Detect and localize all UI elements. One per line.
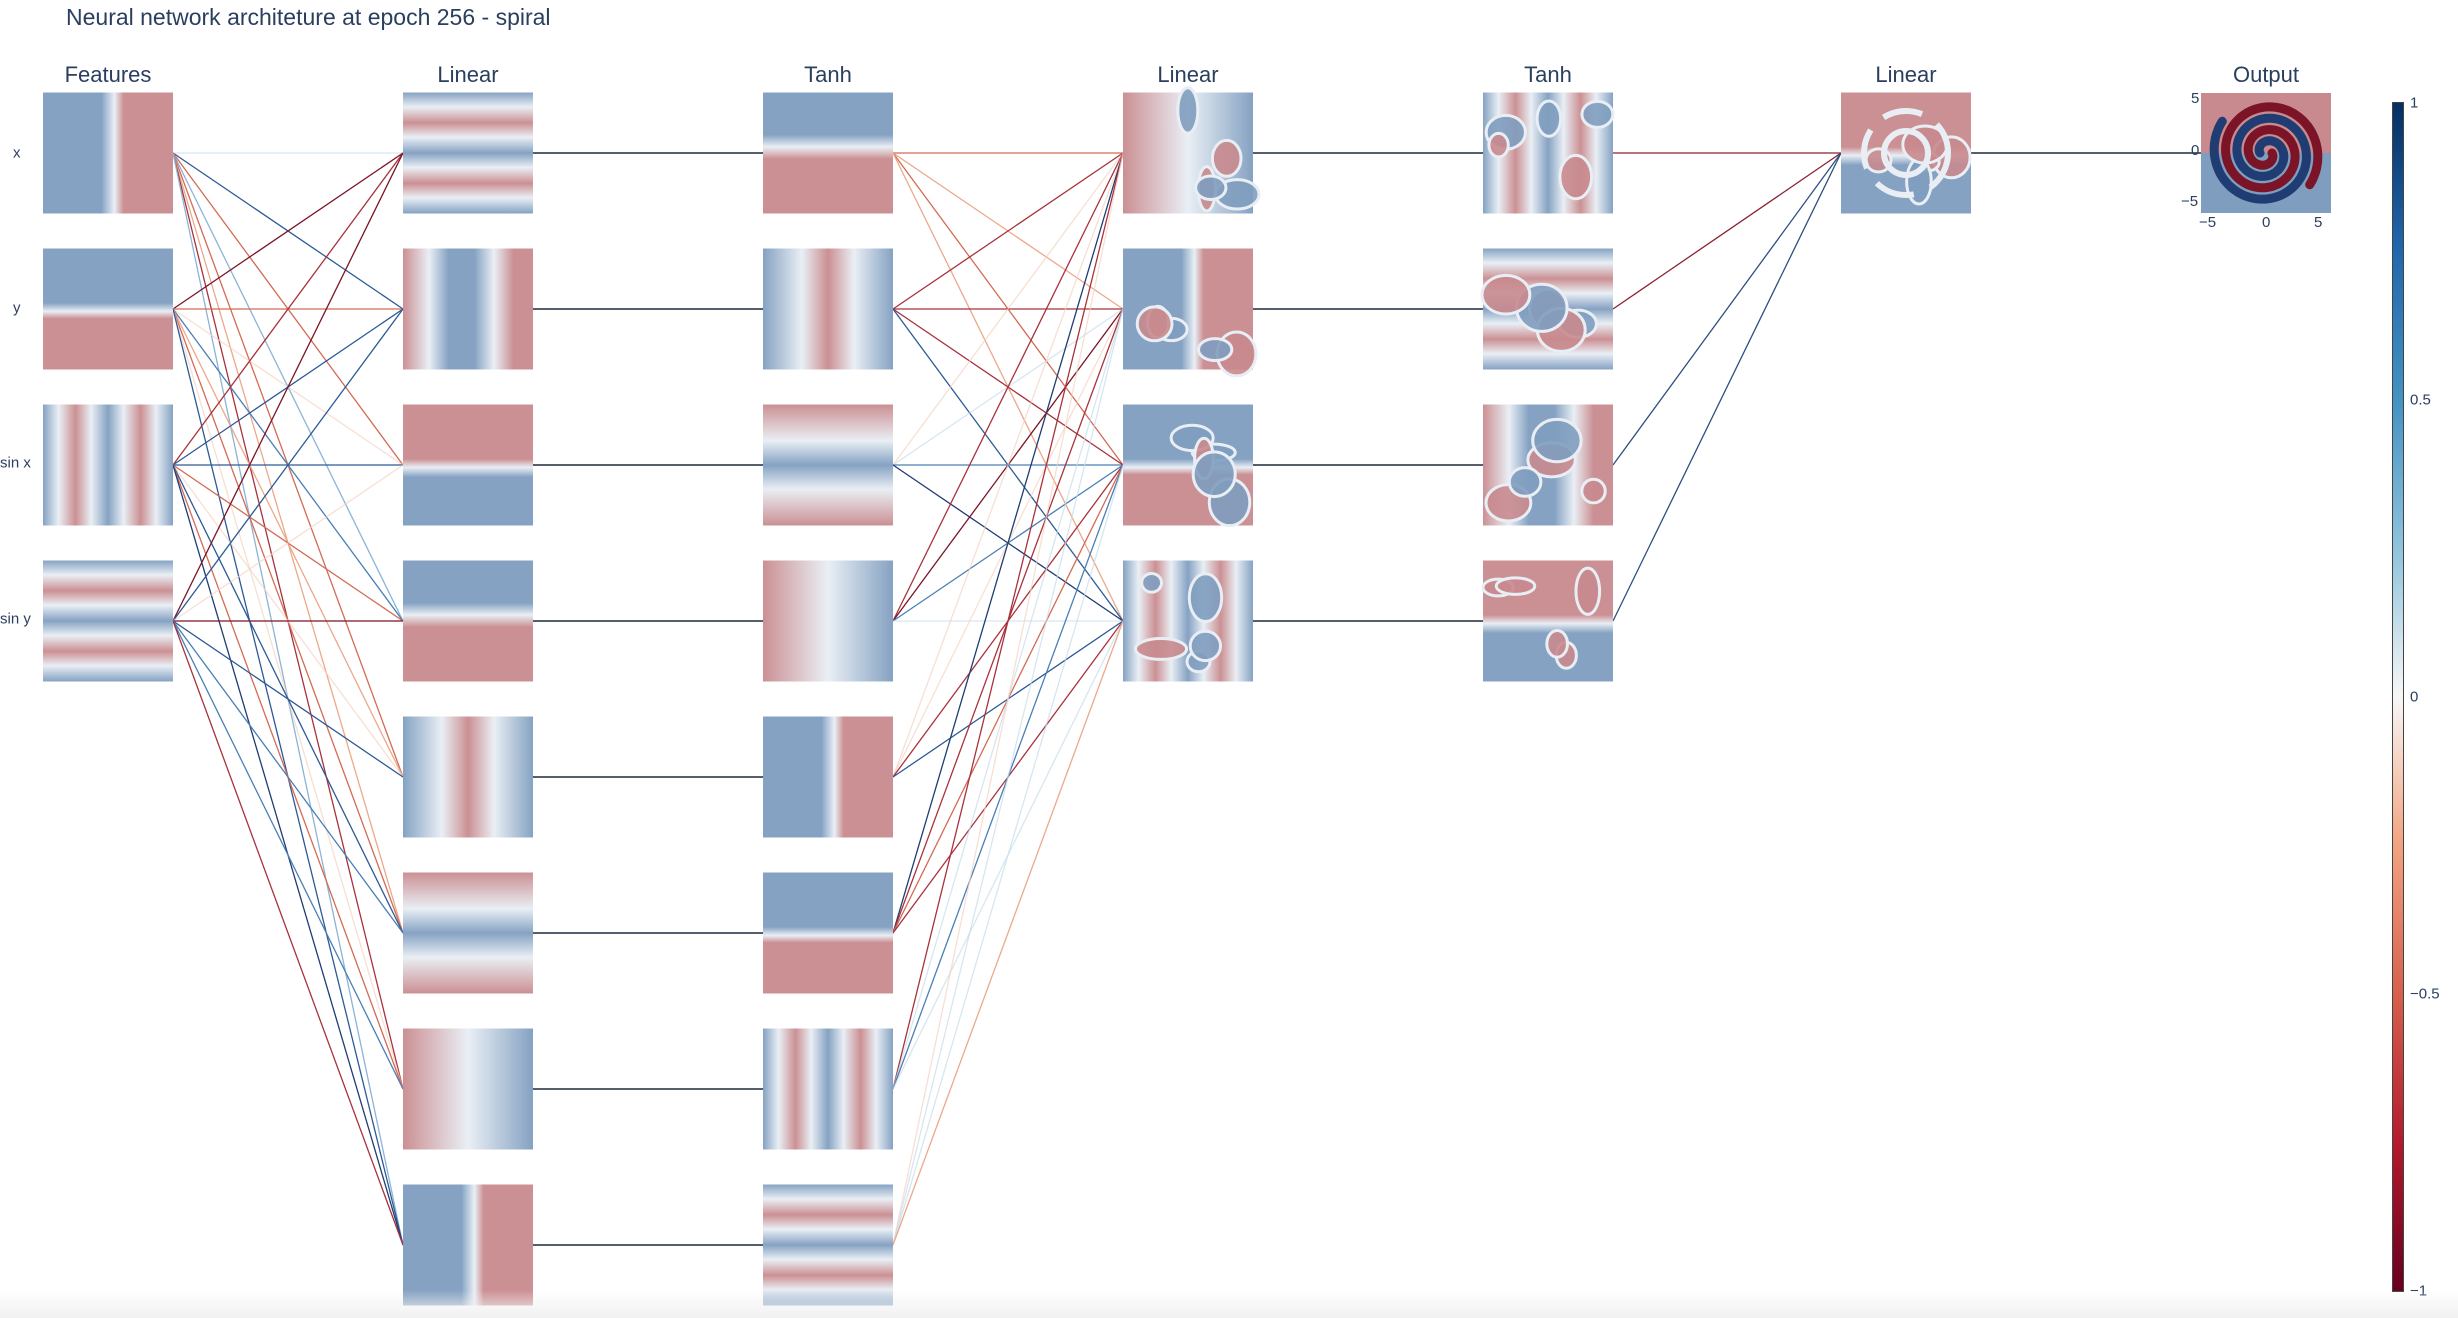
neuron-tile <box>1123 86 1261 214</box>
neuron-tile <box>403 1028 533 1150</box>
colorbar-tick-1: 1 <box>2410 94 2419 112</box>
output-y-tick-5: 5 <box>2191 90 2200 107</box>
connection-line <box>892 152 1124 310</box>
neuron-tile <box>403 1184 533 1306</box>
feature-label-x: x <box>13 144 21 162</box>
neuron-tile <box>403 248 533 370</box>
neuron-tile <box>763 92 893 214</box>
output-y-tick-neg5: −5 <box>2181 193 2199 210</box>
neuron-tile <box>1483 404 1613 526</box>
connection-line <box>892 152 1124 934</box>
connection-line <box>172 152 404 310</box>
neuron-tile <box>403 92 533 214</box>
column-title-tanh-2: Tanh <box>1524 62 1572 87</box>
connection-line <box>172 620 404 778</box>
neuron-tile <box>1481 560 1613 682</box>
colorbar-tick-neg-0-5: −0.5 <box>2410 985 2440 1003</box>
neuron-tile <box>763 1184 893 1306</box>
neuron-tile <box>403 716 533 838</box>
neuron-tile <box>1123 404 1253 528</box>
neuron-tile <box>763 404 893 526</box>
connection-line <box>172 620 404 934</box>
output-x-tick-0: 0 <box>2262 214 2271 231</box>
neuron-tile <box>1123 248 1258 378</box>
connection-line <box>172 308 404 622</box>
connection-line <box>892 464 1124 1246</box>
neuron-tile <box>1483 92 1615 214</box>
output-y-tick-0: 0 <box>2191 142 2200 159</box>
colorbar <box>2392 102 2404 1292</box>
output-x-tick-5: 5 <box>2314 214 2323 231</box>
connection-line <box>1612 152 1842 310</box>
column-title-linear-1: Linear <box>437 62 499 87</box>
neuron-tile <box>1123 560 1253 682</box>
chart-title: Neural network architeture at epoch 256 … <box>66 4 551 30</box>
feature-label-sin-y: sin y <box>0 610 31 628</box>
column-title-linear-3: Linear <box>1875 62 1937 87</box>
feature-label-sin-x: sin x <box>0 454 31 472</box>
feature-label-y: y <box>13 299 21 317</box>
neuron-tile <box>763 716 893 838</box>
neuron-tile <box>2201 93 2331 213</box>
connection-line <box>892 308 1124 1246</box>
neuron-tile <box>43 92 173 214</box>
connection-line <box>892 620 1124 1246</box>
connection-line <box>892 152 1124 466</box>
neuron-tile <box>763 248 893 370</box>
connection-line <box>892 152 1124 1246</box>
neuron-tile <box>763 1028 893 1150</box>
neuron-tile <box>403 560 533 682</box>
connection-line <box>892 152 1124 778</box>
column-title-features: Features <box>64 62 152 87</box>
column-title-output: Output <box>2232 62 2300 87</box>
colorbar-tick-0-5: 0.5 <box>2410 391 2431 409</box>
neuron-tile <box>43 560 173 682</box>
output-x-tick-neg5: −5 <box>2199 214 2217 231</box>
column-title-tanh-1: Tanh <box>804 62 852 87</box>
neuron-tile <box>43 248 173 370</box>
connection-line <box>1612 152 1842 622</box>
connection-line <box>1612 152 1842 466</box>
neuron-tile <box>1480 248 1613 370</box>
connection-line <box>892 152 1124 622</box>
connection-line <box>172 464 404 622</box>
neuron-tile <box>403 404 533 526</box>
neuron-tile <box>763 560 893 682</box>
connection-line <box>892 152 1124 1090</box>
connection-line <box>172 620 404 1246</box>
connection-line <box>172 620 404 1090</box>
bottom-fade <box>0 1290 2458 1318</box>
neuron-tile <box>403 872 533 994</box>
colorbar-tick-0: 0 <box>2410 688 2419 706</box>
connection-line <box>172 152 404 466</box>
connection-line <box>172 152 404 622</box>
neuron-tile <box>1841 92 1972 214</box>
neuron-tile <box>763 872 893 994</box>
neuron-tile <box>43 404 173 526</box>
column-title-linear-2: Linear <box>1157 62 1219 87</box>
